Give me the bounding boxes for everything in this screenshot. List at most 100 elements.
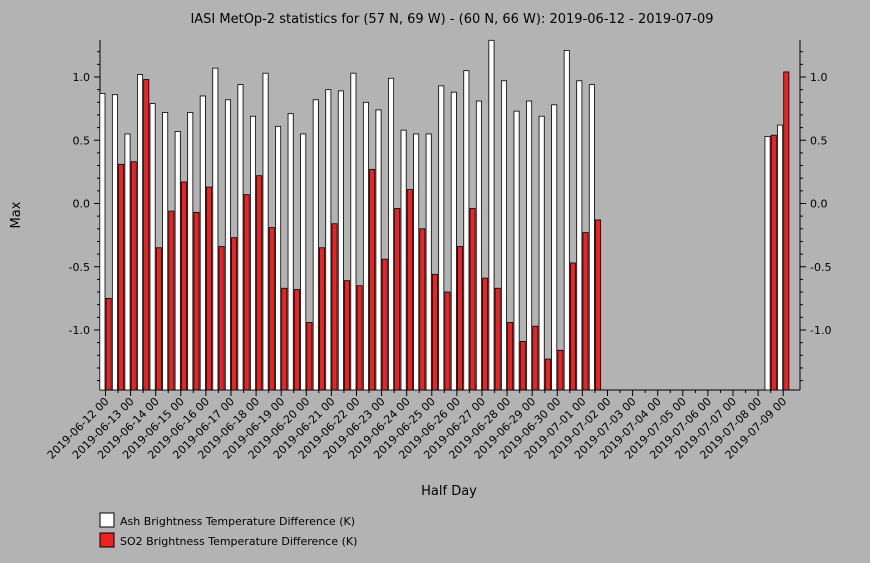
so2-bar: [105, 297, 112, 391]
legend-swatch-so2: [99, 532, 115, 548]
so2-bar: [783, 71, 790, 391]
so2-bar: [155, 247, 162, 391]
so2-bar: [431, 273, 438, 391]
plot-area: 1.0 1.00.5 0.50.0 0.0-0.5 -0.5-1.0 -1.02019-0…: [45, 39, 831, 462]
so2-bar: [494, 287, 501, 391]
ash-bar: [237, 84, 244, 391]
so2-bar: [243, 194, 250, 391]
y-tick-label-left: -0.5: [69, 261, 90, 274]
ash-bar: [149, 103, 156, 391]
y-tick-label-right: -0.5: [810, 261, 831, 274]
ash-bar: [488, 39, 495, 391]
so2-bar: [507, 322, 514, 391]
ash-bar: [588, 84, 595, 391]
so2-bar: [168, 210, 175, 391]
legend: Ash Brightness Temperature Difference (K…: [99, 512, 357, 548]
ash-bar: [475, 100, 482, 391]
ash-bar: [375, 109, 382, 391]
so2-bar: [306, 322, 313, 391]
ash-bar: [563, 50, 570, 391]
y-tick-label-right: 0.5: [810, 134, 828, 147]
so2-bar: [318, 247, 325, 391]
ash-bar: [450, 91, 457, 391]
so2-bar: [205, 186, 212, 391]
ash-bar: [576, 80, 583, 391]
ash-bar: [199, 95, 206, 391]
legend-label-ash: Ash Brightness Temperature Difference (K…: [120, 515, 355, 528]
ash-bar: [764, 136, 771, 391]
so2-bar: [268, 227, 275, 391]
ash-bar: [325, 89, 332, 391]
ash-bar: [212, 67, 219, 391]
so2-bar: [582, 232, 589, 391]
ash-bar: [300, 133, 307, 391]
so2-bar: [293, 289, 300, 391]
x-axis-label: Half Day: [421, 484, 477, 499]
ash-bar: [388, 77, 395, 391]
so2-bar: [444, 291, 451, 391]
ash-bar: [425, 133, 432, 391]
legend-label-so2: SO2 Brightness Temperature Difference (K…: [120, 535, 357, 548]
ash-bar: [124, 133, 131, 391]
ash-bar: [777, 124, 784, 391]
so2-bar: [130, 161, 137, 391]
ash-bar: [350, 72, 357, 391]
so2-bar: [394, 208, 401, 391]
y-tick-label-left: 1.0: [73, 71, 91, 84]
so2-bar: [180, 181, 187, 391]
legend-swatch-ash: [99, 512, 115, 528]
ash-bar: [224, 99, 231, 391]
so2-bar: [143, 79, 150, 391]
ash-bar: [400, 129, 407, 391]
so2-bar: [369, 168, 376, 391]
so2-bar: [381, 258, 388, 391]
so2-bar: [118, 163, 125, 391]
so2-bar: [519, 340, 526, 391]
y-tick-label-left: 0.5: [73, 134, 91, 147]
so2-bar: [482, 277, 489, 391]
ash-bar: [337, 90, 344, 391]
ash-bar: [438, 85, 445, 391]
ash-bar: [187, 112, 194, 391]
so2-bar: [595, 219, 602, 391]
so2-bar: [557, 349, 564, 391]
ash-bar: [275, 125, 282, 391]
chart-title: IASI MetOp-2 statistics for (57 N, 69 W)…: [190, 12, 713, 27]
ash-bar: [111, 94, 118, 391]
so2-bar: [544, 358, 551, 391]
so2-bar: [218, 246, 225, 391]
y-tick-label-right: -1.0: [810, 324, 831, 337]
ash-bar: [99, 93, 106, 391]
ash-bar: [413, 133, 420, 391]
y-tick-label-right: 1.0: [810, 71, 828, 84]
ash-bar: [249, 115, 256, 391]
so2-bar: [419, 228, 426, 391]
so2-bar: [770, 134, 777, 391]
y-tick-label-left: -1.0: [69, 324, 90, 337]
so2-bar: [356, 285, 363, 391]
so2-bar: [256, 175, 263, 391]
y-tick-label-left: 0.0: [73, 198, 91, 211]
so2-bar: [331, 223, 338, 391]
so2-bar: [532, 325, 539, 391]
ash-bar: [526, 100, 533, 391]
ash-bar: [262, 72, 269, 391]
ash-bar: [137, 74, 144, 391]
ash-bar: [362, 101, 369, 391]
so2-bar: [344, 280, 351, 391]
ash-bar: [287, 113, 294, 391]
y-axis-label: Max: [9, 201, 24, 228]
ash-bar: [463, 70, 470, 391]
so2-bar: [231, 237, 238, 391]
so2-bar: [281, 287, 288, 391]
ash-bar: [162, 112, 169, 391]
so2-bar: [469, 208, 476, 391]
so2-bar: [569, 262, 576, 391]
so2-bar: [193, 211, 200, 391]
ash-bar: [312, 99, 319, 391]
so2-bar: [456, 246, 463, 391]
y-tick-label-right: 0.0: [810, 198, 828, 211]
ash-bar: [513, 110, 520, 391]
ash-bar: [538, 115, 545, 391]
